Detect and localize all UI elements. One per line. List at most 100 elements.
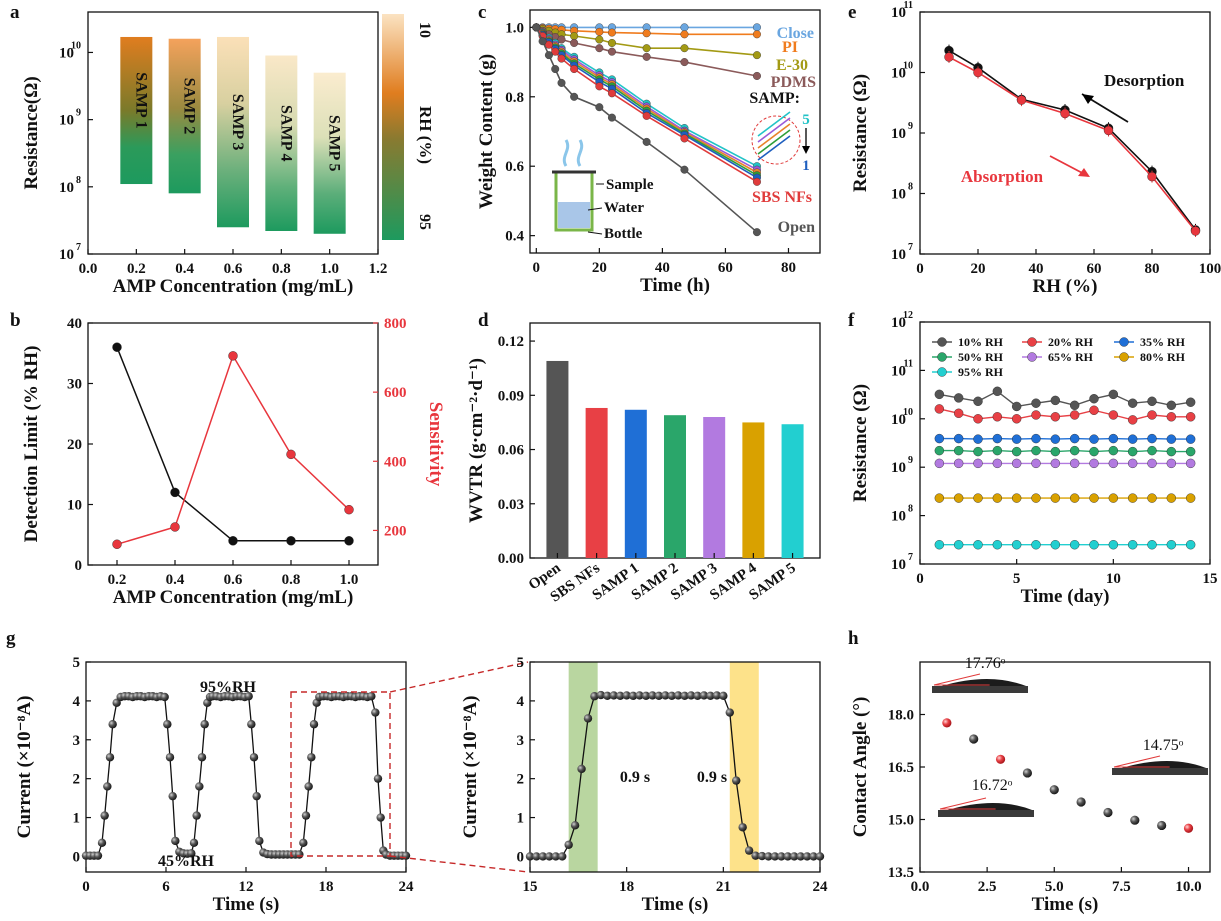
panel-label: e bbox=[848, 2, 856, 23]
y-tick-label: 10 bbox=[891, 187, 906, 203]
data-point bbox=[1069, 433, 1080, 444]
y-tick-exponent: 8 bbox=[908, 504, 913, 515]
y-tick-exponent: 12 bbox=[903, 310, 913, 321]
y-axis-label: Weight Content (g) bbox=[476, 54, 497, 209]
data-point bbox=[1166, 493, 1177, 503]
x-tick-label: 60 bbox=[718, 260, 733, 276]
data-point bbox=[1089, 540, 1099, 550]
data-point bbox=[607, 113, 616, 122]
x-axis-label: Time (day) bbox=[1021, 586, 1110, 607]
x-axis-label: Time (s) bbox=[1032, 894, 1099, 915]
data-point bbox=[1127, 434, 1138, 444]
data-point bbox=[1127, 415, 1138, 425]
data-point bbox=[1031, 410, 1041, 420]
y-tick-label: 40 bbox=[67, 316, 82, 332]
y2-tick-label: 600 bbox=[384, 385, 407, 401]
data-point bbox=[992, 540, 1003, 550]
data-point bbox=[1076, 797, 1086, 807]
data-point bbox=[551, 47, 560, 56]
inset-pointer bbox=[587, 207, 603, 211]
data-point bbox=[934, 404, 945, 414]
legend-samp-swatch bbox=[757, 117, 791, 143]
data-point bbox=[1108, 433, 1119, 444]
x-tick-label: 5 bbox=[1013, 571, 1021, 587]
x-tick-label: 15 bbox=[1203, 571, 1218, 587]
data-point bbox=[609, 691, 618, 700]
droplet-2-droplet bbox=[947, 803, 1033, 810]
data-point bbox=[165, 753, 175, 762]
data-point bbox=[247, 720, 256, 729]
data-point bbox=[752, 23, 761, 32]
x-tick-label: 18 bbox=[619, 879, 634, 895]
data-point bbox=[973, 396, 983, 406]
x-tick-label: 0.0 bbox=[79, 261, 98, 277]
data-point bbox=[1069, 445, 1080, 456]
data-point bbox=[770, 852, 780, 861]
bar-samp-4 bbox=[265, 55, 298, 231]
data-point bbox=[790, 852, 799, 861]
data-point bbox=[661, 691, 670, 700]
data-point bbox=[538, 37, 547, 46]
data-point bbox=[1185, 434, 1196, 444]
data-point bbox=[557, 35, 566, 44]
y-tick-exponent: 10 bbox=[903, 407, 913, 418]
panel-label: c bbox=[478, 2, 486, 23]
rh-colorbar bbox=[382, 14, 404, 240]
legend-samp: SAMP: bbox=[749, 90, 800, 107]
y-tick-label: 2 bbox=[73, 772, 81, 788]
data-point bbox=[992, 458, 1003, 469]
y-tick-label: 0.8 bbox=[505, 90, 524, 106]
panel-label: h bbox=[848, 628, 859, 649]
data-point bbox=[1147, 396, 1157, 406]
data-point bbox=[752, 71, 761, 80]
data-point bbox=[1130, 815, 1140, 825]
legend-samp5: 5 bbox=[802, 112, 810, 128]
x-tick-label: 0.2 bbox=[127, 261, 146, 277]
data-point bbox=[1147, 445, 1157, 456]
y-tick-label: 4 bbox=[517, 694, 525, 710]
data-point bbox=[973, 446, 983, 457]
panel-c-frame bbox=[529, 9, 821, 254]
detection-limit-point bbox=[228, 536, 238, 546]
bar-label: SAMP 2 bbox=[181, 78, 198, 134]
data-point bbox=[187, 849, 196, 858]
data-point bbox=[1050, 434, 1061, 444]
data-point bbox=[595, 44, 604, 53]
data-point bbox=[607, 38, 616, 47]
legend-swatch bbox=[937, 352, 947, 362]
bar-samp-4 bbox=[742, 422, 765, 558]
data-point bbox=[680, 58, 689, 67]
inset-label-sample: Sample bbox=[606, 177, 654, 193]
data-point bbox=[642, 44, 651, 53]
data-point bbox=[1185, 493, 1196, 503]
data-point bbox=[371, 708, 380, 717]
data-point bbox=[93, 851, 103, 860]
legend-samp-swatch bbox=[757, 135, 791, 161]
bar-label: SAMP 1 bbox=[132, 72, 149, 128]
y-tick-label: 0 bbox=[517, 849, 525, 865]
data-point bbox=[751, 851, 760, 860]
arrowhead bbox=[1082, 94, 1094, 104]
y-tick-label: 10 bbox=[67, 498, 82, 514]
y-tick-label: 0.09 bbox=[498, 388, 524, 404]
data-point bbox=[1147, 410, 1157, 420]
data-point bbox=[680, 134, 689, 143]
bar-label: SAMP 3 bbox=[229, 94, 246, 150]
data-point bbox=[1069, 540, 1080, 550]
data-point bbox=[160, 692, 169, 702]
data-point bbox=[1050, 540, 1061, 550]
y-tick-label: 16.5 bbox=[888, 760, 914, 776]
data-point bbox=[309, 720, 319, 729]
zoom-connector bbox=[389, 855, 529, 873]
data-point bbox=[934, 389, 945, 400]
data-point bbox=[103, 782, 112, 791]
legend-swatch bbox=[1027, 352, 1037, 362]
legend-samp-swatch bbox=[757, 123, 791, 149]
data-point bbox=[802, 852, 812, 861]
x-tick-label: 20 bbox=[971, 261, 986, 277]
bar-samp-5 bbox=[313, 72, 346, 234]
legend-pdms: PDMS bbox=[771, 74, 816, 91]
y-axis-label: Current (×10⁻⁸A) bbox=[460, 696, 481, 839]
y-tick-label: 0.03 bbox=[498, 497, 524, 513]
legend-swatch bbox=[937, 367, 947, 377]
